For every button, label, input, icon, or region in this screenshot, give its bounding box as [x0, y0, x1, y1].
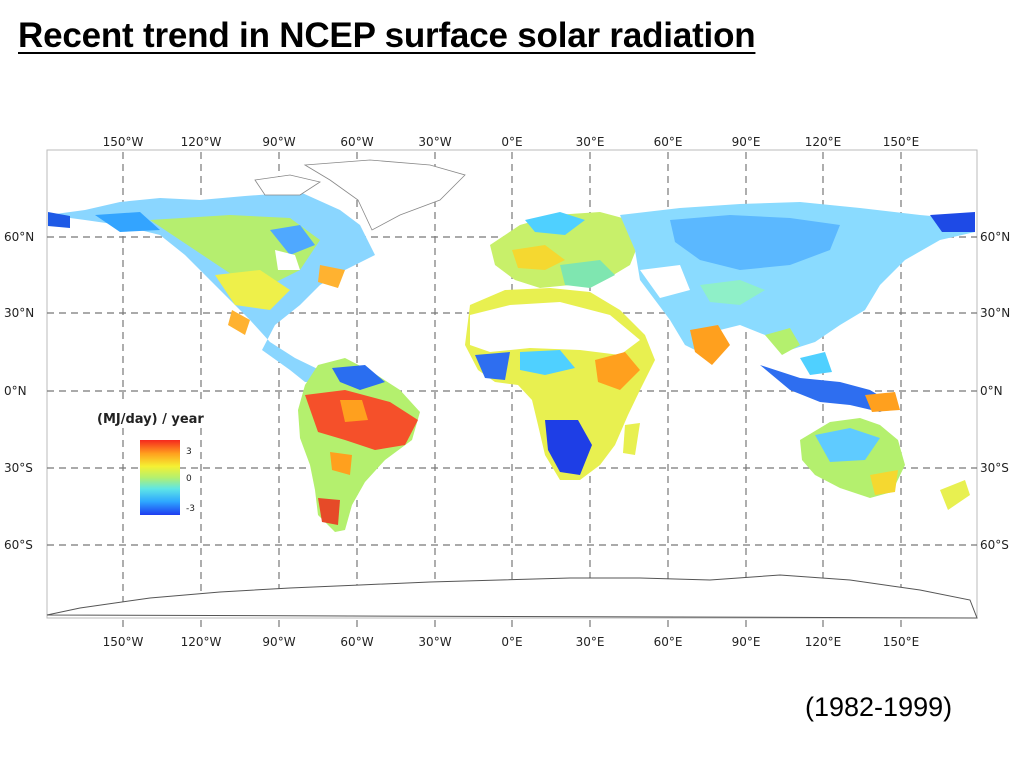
latitude-labels-right: 60°N 30°N 0°N 30°S 60°S [980, 230, 1010, 552]
lat-label: 30°S [4, 461, 33, 475]
slide-title: Recent trend in NCEP surface solar radia… [18, 16, 756, 55]
lon-label: 60°W [340, 635, 373, 649]
lon-label: 150°E [883, 135, 920, 149]
lon-label: 150°E [883, 635, 920, 649]
lat-label: 60°S [4, 538, 33, 552]
world-map: 150°W 120°W 90°W 60°W 30°W 0°E 30°E 60°E… [0, 120, 1024, 660]
legend-colorbar [140, 440, 180, 515]
latitude-labels-left: 60°N 30°N 0°N 30°S 60°S [4, 230, 34, 552]
lon-label: 30°W [418, 635, 451, 649]
lon-label: 150°W [103, 135, 144, 149]
lon-label: 0°E [501, 635, 522, 649]
lon-label: 30°E [576, 135, 605, 149]
lat-label: 60°N [980, 230, 1010, 244]
maritime-asia-region [760, 352, 900, 412]
lon-label: 90°E [732, 135, 761, 149]
lat-label: 60°S [980, 538, 1009, 552]
lon-label: 90°W [262, 135, 295, 149]
lon-label: 60°E [654, 635, 683, 649]
lon-label: 120°W [181, 635, 222, 649]
lat-label: 0°N [4, 384, 27, 398]
color-legend: (MJ/day) / year 3 0 -3 [88, 402, 268, 515]
longitude-labels-top: 150°W 120°W 90°W 60°W 30°W 0°E 30°E 60°E… [103, 135, 920, 149]
lon-label: 60°E [654, 135, 683, 149]
legend-title: (MJ/day) / year [97, 412, 204, 427]
period-label: (1982-1999) [805, 692, 953, 722]
map-frame [46, 149, 978, 619]
legend-tick-zero: 0 [186, 474, 192, 484]
asia-region [620, 202, 975, 365]
map-canvas: 150°W 120°W 90°W 60°W 30°W 0°E 30°E 60°E… [4, 135, 1010, 649]
europe-region [490, 212, 640, 288]
lon-label: 30°E [576, 635, 605, 649]
lon-label: 150°W [103, 635, 144, 649]
africa-region [465, 288, 655, 480]
legend-tick-min: -3 [186, 504, 195, 514]
lat-label: 0°N [980, 384, 1003, 398]
legend-title-bg [88, 402, 268, 424]
longitude-labels-bottom: 150°W 120°W 90°W 60°W 30°W 0°E 30°E 60°E… [103, 635, 920, 649]
antarctica-outline [46, 574, 978, 619]
north-america-region [48, 159, 466, 392]
lon-label: 60°W [340, 135, 373, 149]
australia-region [800, 418, 970, 510]
lon-label: 90°E [732, 635, 761, 649]
lon-label: 90°W [262, 635, 295, 649]
lon-label: 120°W [181, 135, 222, 149]
lat-label: 30°N [4, 306, 34, 320]
lon-label: 30°W [418, 135, 451, 149]
lat-label: 30°N [980, 306, 1010, 320]
lon-label: 120°E [805, 635, 842, 649]
lat-label: 60°N [4, 230, 34, 244]
lon-label: 0°E [501, 135, 522, 149]
lon-label: 120°E [805, 135, 842, 149]
lat-label: 30°S [980, 461, 1009, 475]
south-america-region [298, 358, 420, 532]
legend-tick-max: 3 [186, 447, 192, 457]
